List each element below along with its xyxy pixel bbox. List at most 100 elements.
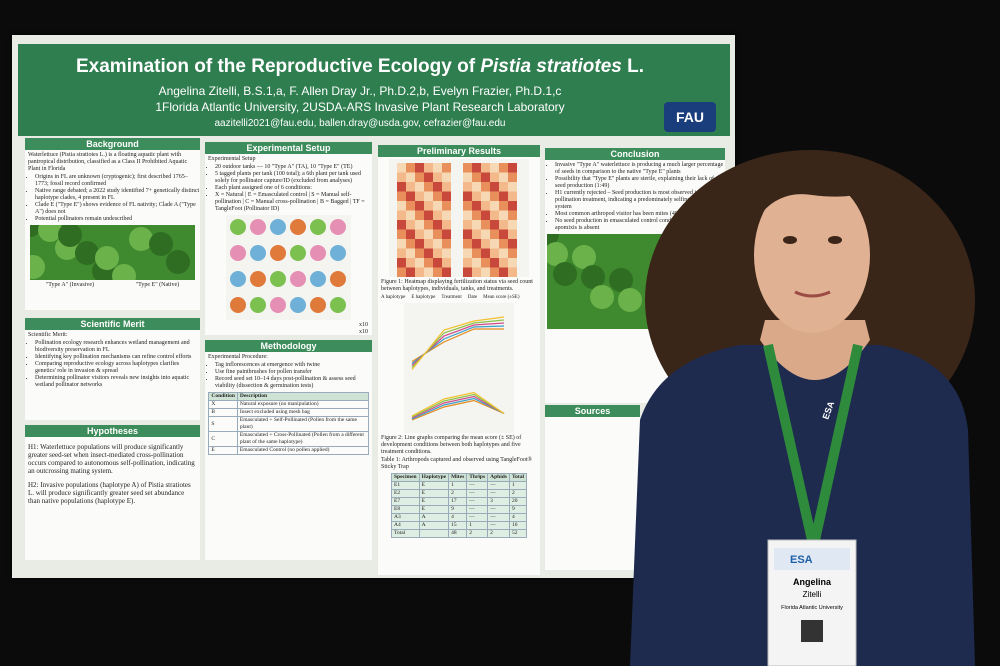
heat-cell (442, 229, 451, 239)
heat-cell (463, 248, 472, 258)
table-row: E Emasculated Control (no pollen applied) (208, 446, 369, 455)
trend-line (411, 397, 505, 420)
rosette (250, 297, 266, 313)
heat-cell (499, 248, 508, 258)
heat-cell (472, 182, 481, 192)
emails: aazitelli2021@fau.edu, ballen.dray@usda.… (214, 118, 506, 129)
rosette (330, 219, 346, 235)
heat-cell (508, 220, 517, 230)
badge-last-name: Zitelli (803, 590, 822, 599)
figure (226, 215, 351, 320)
trend-line (411, 393, 505, 418)
heat-cell (481, 258, 490, 268)
heat-cell (397, 201, 406, 211)
eye (828, 236, 842, 244)
table-row: E1 E 1— —1 (391, 481, 527, 490)
leaf (95, 246, 119, 270)
heat-cell (397, 267, 406, 277)
section-heading: Sources (545, 405, 640, 417)
heat-cell (406, 191, 415, 201)
heat-cell (424, 201, 433, 211)
heat-cell (424, 229, 433, 239)
heat-cell (442, 172, 451, 182)
section-intro: Waterlettuce (Pistia stratiotes L.) is a… (28, 152, 188, 172)
heat-cell (490, 258, 499, 268)
heat-cell (463, 191, 472, 201)
bullet-list: Origins in FL are unknown (cryptogenic);… (25, 174, 200, 223)
heat-cell (415, 163, 424, 173)
bullet: Possibility that "Type E" plants are ste… (555, 176, 725, 190)
leaf (547, 242, 568, 266)
authors: Angelina Zitelli, B.S.1,a, F. Allen Dray… (158, 84, 562, 98)
heat-cell (406, 172, 415, 182)
heat-cell (406, 163, 415, 173)
heat-cell (472, 191, 481, 201)
logo: FAU (664, 102, 716, 132)
heat-cell (433, 267, 442, 277)
rosette (330, 271, 346, 287)
rosette (290, 245, 306, 261)
heat-cell (463, 210, 472, 220)
heat-cell (442, 220, 451, 230)
title-suffix: L. (627, 56, 644, 77)
rosette (270, 219, 286, 235)
heat-cell (490, 163, 499, 173)
bullet: H1 currently rejected – Seed production … (555, 190, 725, 211)
fringe (760, 167, 870, 215)
heat-cell (415, 210, 424, 220)
section-heading: Background (25, 138, 200, 150)
paragraph: H1: Waterlettuce populations will produc… (28, 443, 195, 475)
axis-label: Mean score (±SE) (483, 295, 520, 300)
poster-header (18, 44, 730, 136)
heat-cell (499, 163, 508, 173)
leaf (149, 232, 173, 256)
bullet: X = Natural | E = Emasculated control | … (215, 192, 372, 213)
caption: "Type A" (Invasive) (45, 282, 94, 288)
rosette (310, 219, 326, 235)
heat-cell (442, 210, 451, 220)
heat-cell (481, 191, 490, 201)
rosette (230, 271, 246, 287)
table-cell: 2 (466, 529, 489, 538)
rosette (290, 297, 306, 313)
section-intro: Experimental Setup (208, 156, 256, 162)
data-table: Condition Description X Natural exposure (n… (208, 392, 369, 455)
section-heading: Methodology (205, 340, 372, 352)
bullet: Use fine paintbrushes for pollen transfe… (215, 369, 372, 376)
bullet: Record seed set 10–14 days post-pollinat… (215, 376, 372, 390)
heat-cell (433, 182, 442, 192)
section-intro: Scientific Merit: (28, 332, 68, 338)
heat-cell (463, 220, 472, 230)
table-cell: Emasculated Control (no pollen applied) (236, 446, 369, 455)
leaf (609, 268, 633, 292)
axis-label: Treatment (441, 295, 462, 300)
trend-line (411, 391, 505, 417)
heat-cell (415, 172, 424, 182)
table-cell: 48 (448, 529, 468, 538)
heat-cell (397, 163, 406, 173)
heat-cell (397, 229, 406, 239)
leaf (572, 245, 596, 269)
data-table: Specimen Haplotype Mites Thrips Aphids Total E… (391, 473, 527, 538)
heat-cell (433, 172, 442, 182)
caption: "Type E" (Native) (135, 282, 180, 288)
trend-line (411, 399, 505, 421)
heat-cell (481, 267, 490, 277)
figure-caption: Figure 2: Line graphs comparing the mean… (381, 435, 522, 455)
heat-cell (463, 163, 472, 173)
heat-cell (508, 239, 517, 249)
heat-cell (442, 201, 451, 211)
heat-cell (415, 239, 424, 249)
heat-cell (433, 201, 442, 211)
heat-cell (481, 210, 490, 220)
heat-cell (463, 172, 472, 182)
section: Methodology Experimental Procedure: Tag in… (205, 340, 372, 560)
heat-cell (499, 210, 508, 220)
section: Sources (545, 405, 640, 570)
heat-cell (433, 220, 442, 230)
heat-cell (415, 182, 424, 192)
caption-row: "Type A" (Invasive) "Type E" (Native) (25, 282, 200, 289)
heat-cell (508, 182, 517, 192)
bullet-list: Tag inflorescences at emergence with twi… (205, 362, 372, 390)
